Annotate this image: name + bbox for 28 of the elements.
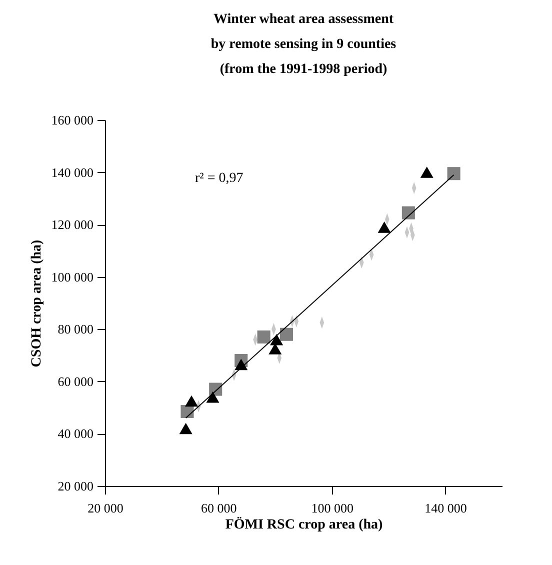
point (402, 206, 415, 220)
text: by remote sensing in 9 counties (210, 37, 396, 52)
x-tick-label: 140 000 (424, 500, 467, 516)
y-tick-label: 120 000 (51, 217, 94, 232)
annotation: r² = 0,97 (195, 171, 244, 186)
point (280, 328, 294, 341)
y-tick-label: 40 000 (58, 426, 94, 442)
point (378, 222, 391, 233)
point (179, 422, 192, 434)
y-tick-label: 20 000 (58, 478, 94, 494)
x-tick-label: 60 000 (201, 500, 237, 516)
point (447, 167, 460, 180)
point (268, 343, 282, 354)
point (420, 166, 434, 178)
point (184, 395, 198, 407)
x-tick-label: 100 000 (311, 500, 354, 516)
point (206, 391, 220, 403)
y-tick-label: 100 000 (51, 269, 94, 284)
y-tick-label: 160 000 (51, 112, 94, 128)
y-axis-title: CSOH crop area (ha) (29, 239, 44, 368)
text: Winter wheat area assessment (213, 12, 394, 27)
y-tick-label: 140 000 (51, 164, 94, 180)
point (257, 330, 270, 344)
x-tick-label: 20 000 (88, 500, 124, 516)
x-axis-title: FÖMI RSC crop area (ha) (225, 516, 384, 532)
y-tick-label: 60 000 (58, 374, 94, 389)
y-tick-label: 80 000 (58, 322, 94, 337)
text: (from the 1991-1998 period) (220, 62, 388, 77)
